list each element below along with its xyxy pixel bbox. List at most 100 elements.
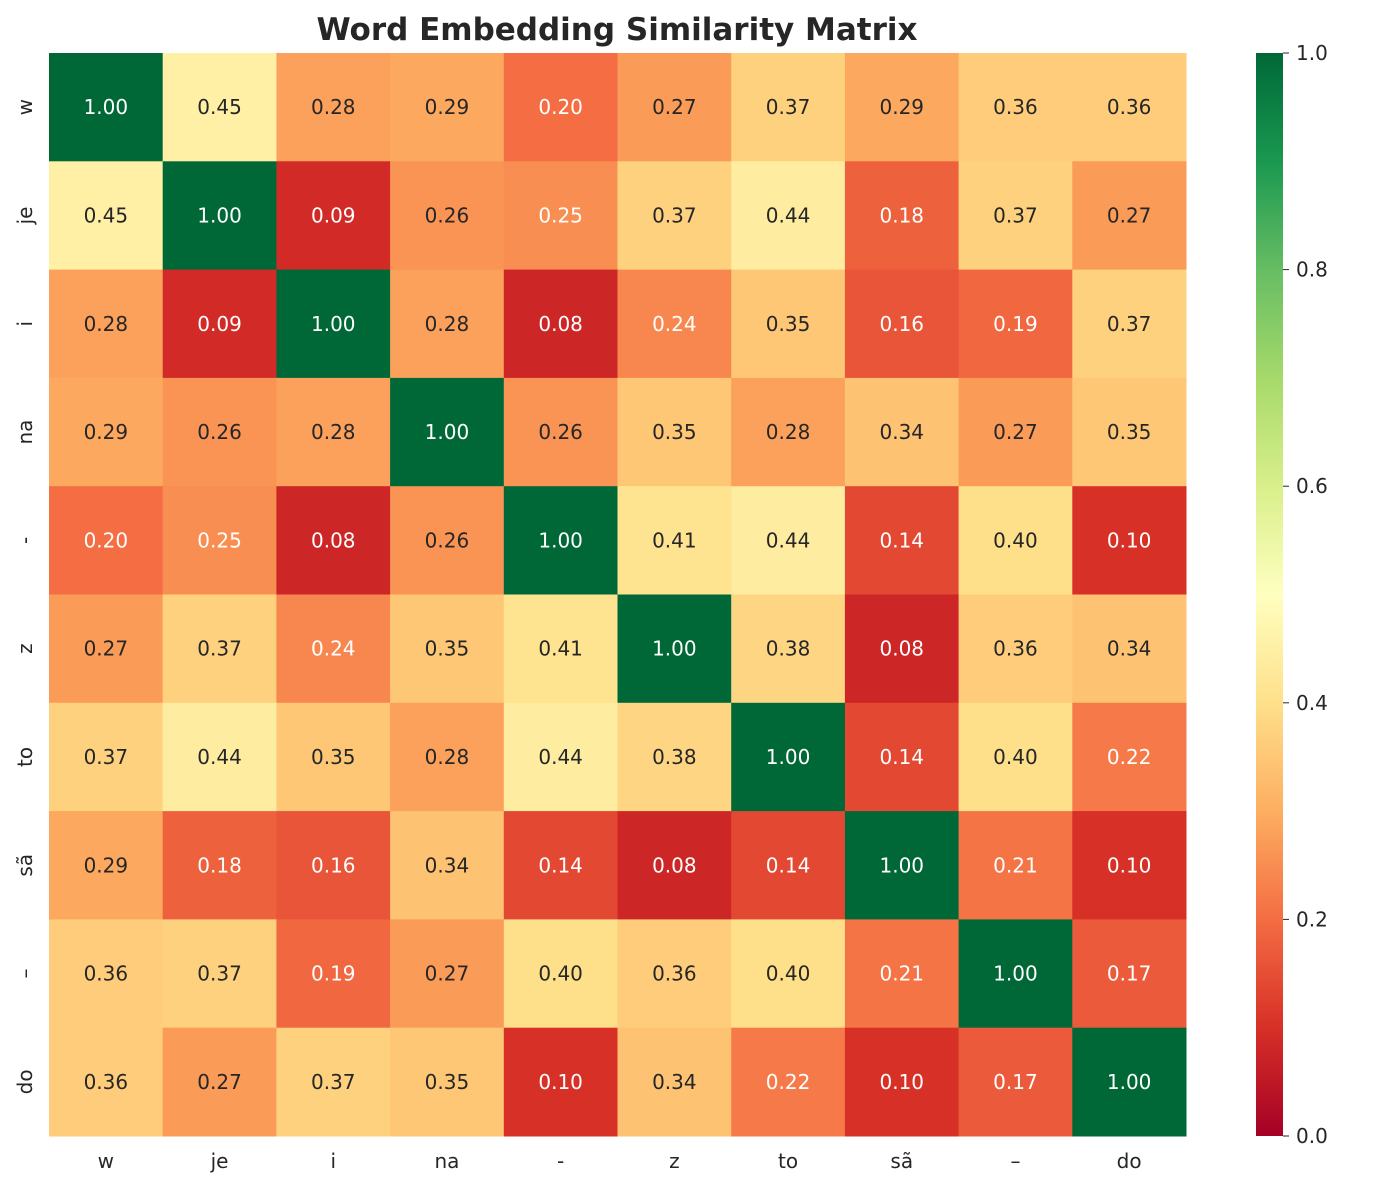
cell-value-label: 1.00	[1107, 1070, 1152, 1094]
cell-value-label: 1.00	[425, 420, 470, 444]
heatmap-cell	[617, 702, 732, 812]
cell-value-label: 0.27	[197, 1070, 242, 1094]
heatmap-cell	[731, 377, 846, 487]
cell-value-label: 0.28	[311, 95, 356, 119]
cell-value-label: 0.26	[425, 528, 470, 552]
heatmap-cell	[617, 269, 732, 379]
cell-value-label: 0.36	[84, 962, 129, 986]
cell-value-label: 0.09	[197, 312, 242, 336]
cell-value-label: 0.20	[84, 528, 129, 552]
cell-value-label: 0.27	[84, 637, 129, 661]
x-tick-label: na	[434, 1149, 459, 1173]
y-tick-label: do	[13, 1069, 37, 1094]
cell-value-label: 0.40	[766, 962, 811, 986]
cell-value-label: 0.22	[766, 1070, 811, 1094]
heatmap-cell	[276, 377, 391, 487]
y-tick-label: –	[13, 969, 37, 979]
cell-value-label: 0.41	[652, 528, 697, 552]
x-tick-label: z	[669, 1149, 680, 1173]
y-tick-label: z	[13, 643, 37, 654]
cell-value-label: 0.36	[84, 1070, 129, 1094]
cell-value-label: 0.36	[993, 95, 1038, 119]
heatmap-cell	[49, 486, 164, 595]
heatmap-cell	[162, 1027, 277, 1137]
cell-value-label: 0.34	[652, 1070, 697, 1094]
heatmap-cell	[617, 594, 732, 704]
cell-value-label: 0.38	[766, 637, 811, 661]
cell-value-label: 1.00	[652, 637, 697, 661]
heatmap-cell	[617, 919, 732, 1029]
heatmap-cell	[844, 486, 960, 595]
cell-value-label: 0.44	[197, 745, 242, 769]
heatmap-cell	[844, 53, 960, 162]
cell-value-label: 0.35	[766, 312, 811, 336]
cell-value-label: 0.14	[766, 853, 811, 877]
x-axis-tick-labels: w je i na - z to sã – do	[98, 1149, 1142, 1173]
cell-value-label: 0.09	[311, 203, 356, 227]
cell-value-label: 0.35	[652, 420, 697, 444]
cell-value-label: 0.14	[538, 853, 583, 877]
cell-value-label: 0.35	[311, 745, 356, 769]
cell-value-label: 0.44	[766, 203, 811, 227]
x-tick-label: i	[330, 1149, 336, 1173]
cell-value-label: 0.35	[425, 637, 470, 661]
y-tick-label: sã	[13, 854, 37, 877]
cell-value-label: 0.36	[993, 637, 1038, 661]
colorbar-ticks: 0.0 0.2 0.4 0.6 0.8 1.0	[1283, 41, 1328, 1148]
cell-value-label: 0.17	[993, 1070, 1038, 1094]
cell-value-label: 0.10	[538, 1070, 583, 1094]
heatmap-cell	[958, 702, 1073, 812]
heatmap-cell	[617, 1027, 732, 1137]
cell-value-label: 0.45	[84, 203, 129, 227]
cell-value-label: 0.19	[311, 962, 356, 986]
heatmap-cell	[1072, 702, 1187, 812]
heatmap-cell	[503, 269, 618, 379]
heatmap-cell	[162, 377, 277, 487]
colorbar-tick-label: 0.0	[1296, 1124, 1328, 1148]
heatmap-cell	[49, 1027, 164, 1137]
heatmap-cell	[1072, 1027, 1187, 1137]
cell-value-label: 0.28	[311, 420, 356, 444]
cell-value-label: 0.26	[538, 420, 583, 444]
cell-value-label: 0.35	[1107, 420, 1152, 444]
cell-value-label: 0.28	[766, 420, 811, 444]
heatmap-cells: 1.00 0.45 0.28 0.29 0.20 0.27 0.37 0.29 0.36 0.36…	[49, 53, 1187, 1137]
heatmap-cell	[390, 594, 505, 704]
cell-value-label: 0.28	[425, 745, 470, 769]
x-tick-label: je	[210, 1149, 229, 1173]
y-tick-label: to	[13, 747, 37, 767]
cell-value-label: 1.00	[993, 962, 1038, 986]
heatmap-cell	[958, 161, 1073, 271]
heatmap-cell	[276, 811, 391, 920]
cell-value-label: 0.08	[538, 312, 583, 336]
cell-value-label: 0.44	[766, 528, 811, 552]
cell-value-label: 0.17	[1107, 962, 1152, 986]
heatmap-cell	[958, 1027, 1073, 1137]
colorbar	[1256, 53, 1283, 1136]
heatmap-cell	[390, 269, 505, 379]
cell-value-label: 0.37	[197, 637, 242, 661]
heatmap-cell	[1072, 377, 1187, 487]
chart-title: Word Embedding Similarity Matrix	[316, 12, 917, 48]
heatmap-cell	[503, 53, 618, 162]
heatmap-cell	[731, 919, 846, 1029]
heatmap-cell	[276, 702, 391, 812]
cell-value-label: 0.44	[538, 745, 583, 769]
heatmap-cell	[276, 594, 391, 704]
heatmap-cell	[958, 919, 1073, 1029]
y-tick-label: w	[13, 99, 37, 115]
colorbar-tick-label: 1.0	[1296, 41, 1328, 65]
heatmap-cell	[731, 486, 846, 595]
heatmap-cell	[1072, 486, 1187, 595]
heatmap-cell	[844, 594, 960, 704]
heatmap-cell	[503, 702, 618, 812]
colorbar-tick-label: 0.2	[1296, 907, 1328, 931]
heatmap-cell	[49, 594, 164, 704]
heatmap-cell	[49, 919, 164, 1029]
heatmap-cell	[390, 161, 505, 271]
cell-value-label: 0.22	[1107, 745, 1152, 769]
heatmap-cell	[390, 919, 505, 1029]
x-tick-label: –	[1010, 1149, 1020, 1173]
heatmap-cell	[162, 702, 277, 812]
heatmap-cell	[617, 377, 732, 487]
